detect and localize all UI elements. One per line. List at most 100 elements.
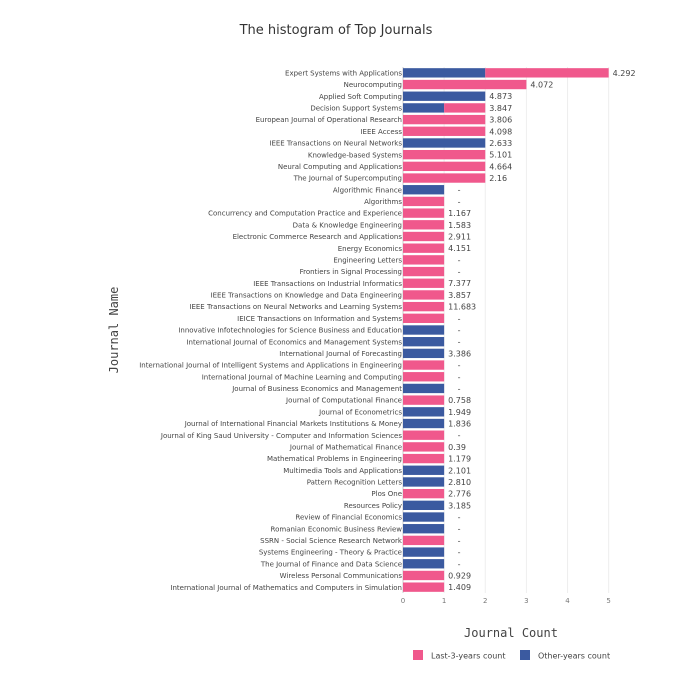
value-label: - [458, 338, 461, 347]
category-label: Mathematical Problems in Engineering [267, 455, 402, 463]
value-label: - [458, 548, 461, 557]
value-label: - [458, 361, 461, 370]
category-label: Journal of International Financial Marke… [184, 420, 402, 428]
legend-label-last3: Last-3-years count [431, 652, 506, 661]
bar-last-3-years [403, 79, 527, 90]
bar-last-3-years [403, 360, 445, 370]
category-label: IEEE Transactions on Neural Networks and… [189, 303, 402, 311]
category-label: Pattern Recognition Letters [307, 479, 403, 487]
value-label: 3.185 [448, 501, 471, 510]
value-label: 5.101 [489, 151, 512, 160]
category-label: International Journal of Mathematics and… [170, 584, 402, 592]
bar-last-3-years [403, 301, 445, 312]
value-label: - [458, 373, 461, 382]
category-label: IEICE Transactions on Information and Sy… [237, 315, 402, 323]
category-label: International Journal of Machine Learnin… [202, 373, 402, 381]
bar-other-years [403, 103, 445, 113]
bar-last-3-years [403, 114, 486, 125]
value-label: 1.583 [448, 221, 471, 230]
bar-last-3-years [485, 68, 609, 78]
value-label: 1.836 [448, 420, 471, 429]
bar-last-3-years [444, 103, 486, 113]
category-label: The Journal of Finance and Data Science [260, 560, 402, 568]
bars [403, 68, 609, 592]
bar-other-years [403, 465, 445, 475]
bar-other-years [403, 383, 445, 394]
category-label: International Journal of Forecasting [279, 350, 402, 358]
bar-last-3-years [403, 442, 445, 452]
bar-last-3-years [403, 161, 486, 172]
category-label: Journal of Mathematical Finance [289, 443, 402, 451]
category-label: International Journal of Economics and M… [186, 338, 402, 346]
value-label: - [458, 268, 461, 277]
value-label: 0.758 [448, 396, 471, 405]
category-label: Resources Policy [344, 502, 402, 510]
bar-last-3-years [403, 395, 445, 405]
bar-other-years [403, 407, 445, 417]
x-tick-label-1: 1 [442, 597, 446, 605]
value-label: - [458, 256, 461, 265]
category-label: Systems Engineering - Theory & Practice [259, 549, 402, 557]
bar-other-years [403, 524, 445, 534]
category-label: Wireless Personal Communications [280, 572, 403, 580]
category-label: Journal of Business Economics and Manage… [231, 385, 402, 393]
category-label: Multimedia Tools and Applications [283, 467, 402, 475]
category-label: Applied Soft Computing [319, 93, 402, 101]
legend-swatch-other [520, 650, 530, 660]
x-tick-label-4: 4 [565, 597, 570, 605]
bar-last-3-years [403, 278, 445, 288]
bar-last-3-years [403, 535, 445, 546]
x-tick-label-0: 0 [401, 597, 405, 605]
category-label: Energy Economics [338, 245, 403, 253]
value-label: 2.633 [489, 139, 512, 148]
bar-last-3-years [403, 231, 445, 242]
legend-label-other: Other-years count [538, 652, 610, 661]
value-label: 1.949 [448, 408, 471, 417]
bar-last-3-years [403, 126, 486, 136]
bar-last-3-years [403, 372, 445, 382]
category-label: Expert Systems with Applications [285, 69, 402, 77]
value-label: - [458, 513, 461, 522]
value-label: 11.683 [448, 303, 476, 312]
category-label: Journal of Econometrics [318, 408, 402, 416]
value-label: 2.101 [448, 466, 471, 475]
value-label: 1.179 [448, 455, 471, 464]
category-label: IEEE Transactions on Industrial Informat… [253, 280, 402, 288]
category-label: IEEE Access [360, 128, 402, 136]
value-label: 4.664 [489, 162, 512, 171]
bar-last-3-years [403, 149, 486, 160]
category-label: The Journal of Supercomputing [293, 175, 402, 183]
bar-other-years [403, 325, 445, 335]
bar-other-years [403, 91, 486, 101]
category-label: Romanian Economic Business Review [271, 525, 403, 533]
category-label: IEEE Transactions on Neural Networks [269, 140, 402, 148]
x-axis-title: Journal Count [464, 626, 558, 640]
bar-last-3-years [403, 266, 445, 277]
bar-other-years [403, 348, 445, 359]
value-label: 4.072 [530, 81, 553, 90]
value-label: 4.292 [613, 69, 636, 78]
bar-last-3-years [403, 453, 445, 464]
value-label: 1.409 [448, 583, 471, 592]
bar-other-years [403, 68, 486, 78]
value-label: - [458, 326, 461, 335]
x-tick-label-5: 5 [606, 597, 610, 605]
value-label: - [458, 525, 461, 534]
bar-other-years [403, 477, 445, 487]
bar-last-3-years [403, 313, 445, 323]
category-label: Decision Support Systems [310, 105, 402, 113]
value-label: 2.810 [448, 478, 471, 487]
category-label: European Journal of Operational Research [256, 116, 402, 124]
category-label: International Journal of Intelligent Sys… [139, 362, 402, 370]
y-axis-title: Journal Name [107, 287, 121, 374]
bar-other-years [403, 337, 445, 347]
category-label: Innovative Infotechnologies for Science … [178, 327, 402, 335]
category-label: Concurrency and Computation Practice and… [208, 210, 402, 218]
value-label: 3.806 [489, 116, 512, 125]
bar-other-years [403, 512, 445, 522]
category-label: Neurocomputing [344, 81, 402, 89]
value-label: - [458, 186, 461, 195]
x-tick-label-2: 2 [483, 597, 487, 605]
bar-last-3-years [403, 430, 445, 440]
